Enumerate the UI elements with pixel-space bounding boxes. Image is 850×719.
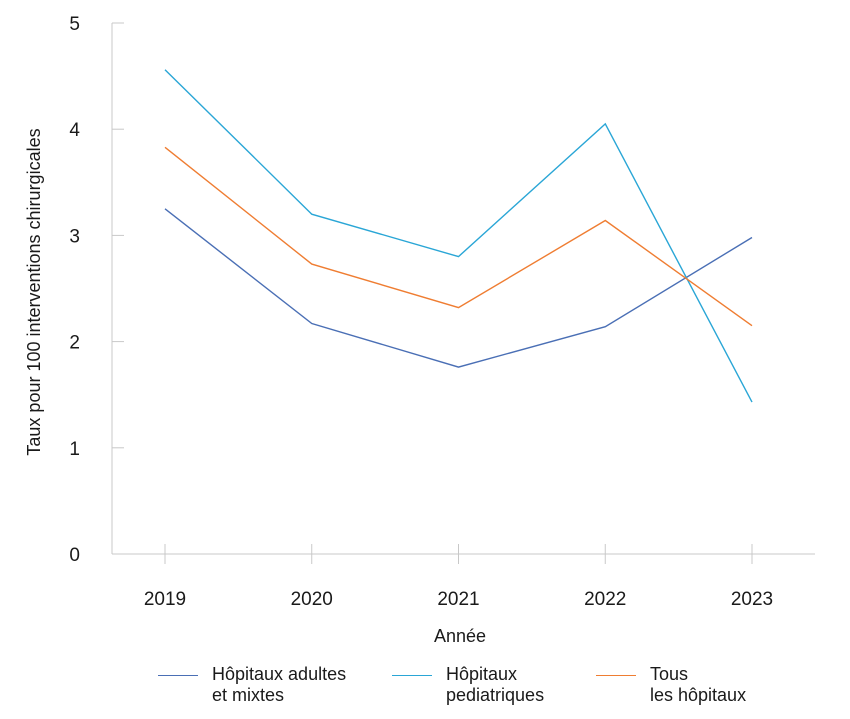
legend-label-line: Hôpitaux: [446, 664, 518, 684]
legend-label-tous-hopitaux: Tous les hôpitaux: [650, 664, 746, 706]
x-axis-title: Année: [434, 626, 486, 646]
legend: Hôpitaux adultes et mixtes Hôpitaux pedi…: [0, 664, 850, 716]
x-tick-label: 2021: [437, 589, 479, 610]
legend-item-tous-hopitaux: Tous les hôpitaux: [596, 664, 746, 706]
y-tick-label: 5: [69, 14, 80, 35]
legend-swatch-tous-hopitaux: [596, 675, 636, 676]
x-tick-label: 2019: [144, 589, 186, 610]
legend-label-line: Hôpitaux adultes: [212, 664, 347, 684]
series-line: [164, 146, 753, 327]
legend-label-adultes-mixtes: Hôpitaux adultes et mixtes: [212, 664, 346, 706]
y-tick-label: 4: [69, 120, 80, 141]
legend-label-pediatriques: Hôpitaux pediatriques: [446, 664, 544, 706]
x-tick-label: 2020: [291, 589, 333, 610]
y-tick-label: 0: [69, 545, 80, 566]
y-tick-label: 1: [69, 439, 80, 460]
y-tick-label: 2: [69, 333, 80, 354]
series-line: [164, 208, 753, 368]
legend-label-line: les hôpitaux: [650, 685, 747, 705]
legend-label-line: et mixtes: [212, 685, 285, 705]
legend-label-line: pediatriques: [446, 685, 545, 705]
legend-label-line: Tous: [650, 664, 689, 684]
line-chart: 0 1 2 3 4 5 2019 2020 2021 2022 2023 Année Taux po…: [24, 14, 815, 646]
x-tick-label: 2022: [584, 589, 626, 610]
legend-swatch-adultes-mixtes: [158, 675, 198, 676]
legend-item-pediatriques: Hôpitaux pediatriques: [392, 664, 544, 706]
series-lines: [164, 69, 753, 403]
axes: 0 1 2 3 4 5 2019 2020 2021 2022 2023: [69, 14, 815, 610]
y-tick-label: 3: [69, 226, 80, 247]
legend-item-adultes-mixtes: Hôpitaux adultes et mixtes: [158, 664, 346, 706]
series-line: [164, 69, 753, 403]
y-axis-title: Taux pour 100 interventions chirurgicale…: [24, 128, 44, 455]
legend-swatch-pediatriques: [392, 675, 432, 676]
x-tick-label: 2023: [731, 589, 773, 610]
